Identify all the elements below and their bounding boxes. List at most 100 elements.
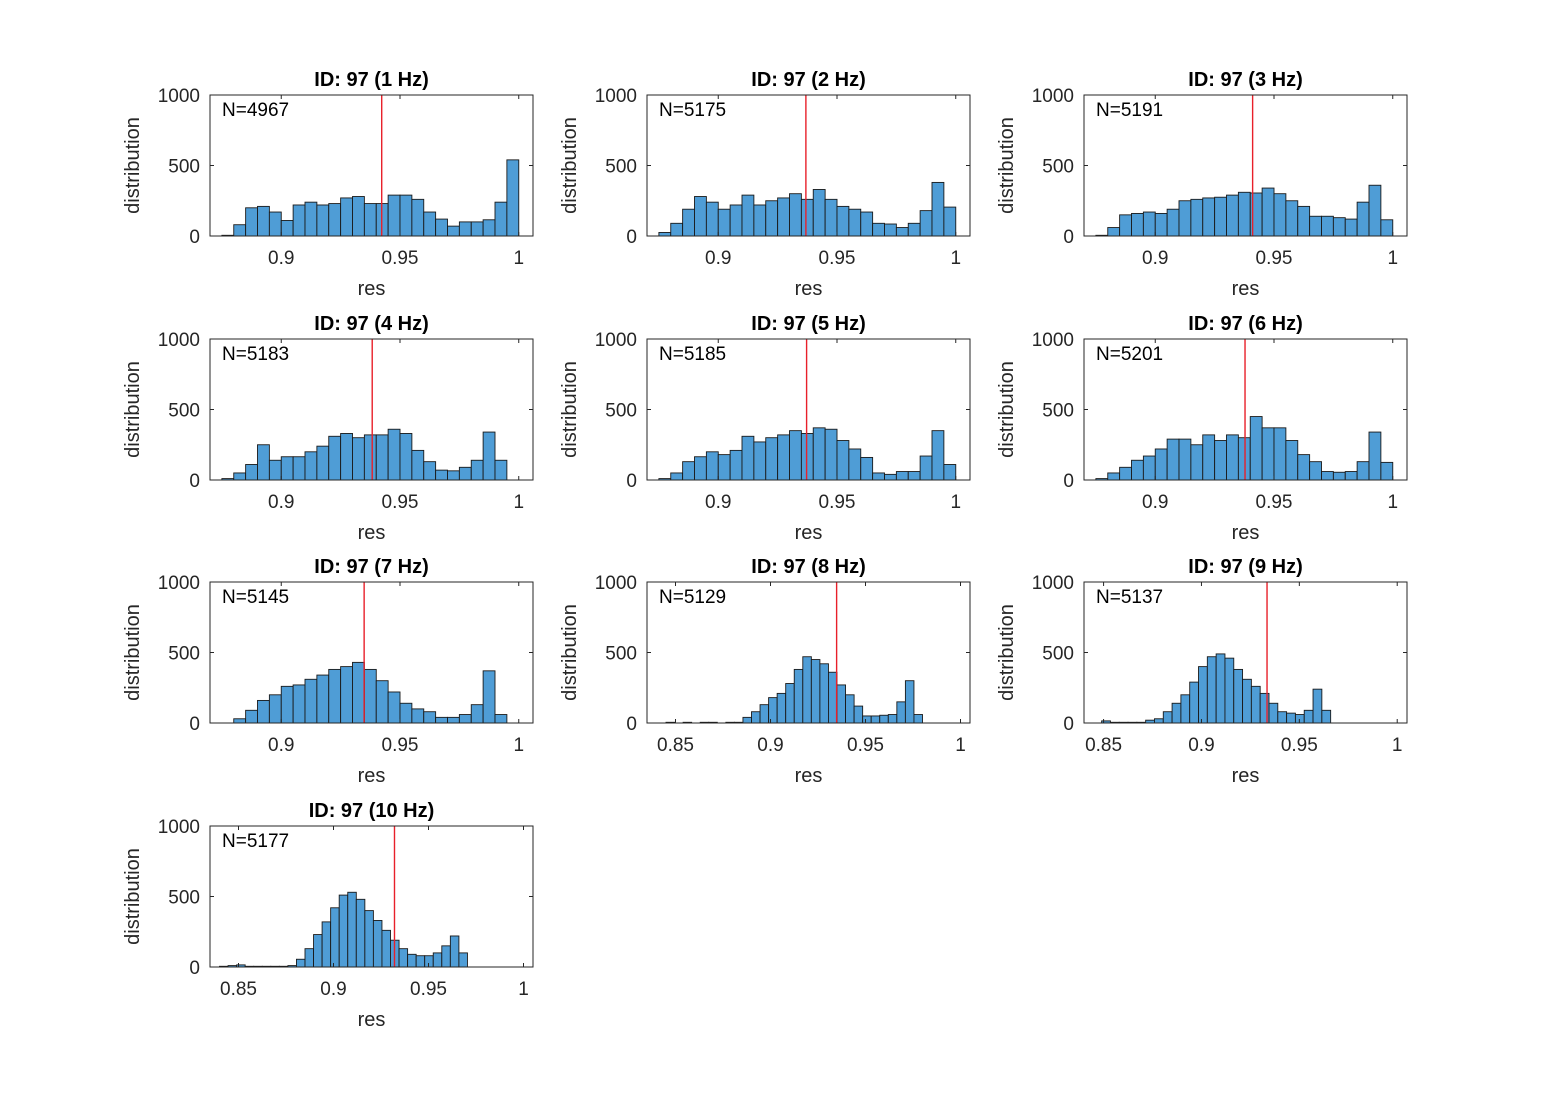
histogram-bar <box>280 456 294 481</box>
histogram-bar <box>1226 434 1239 481</box>
sample-count-label: N=5185 <box>659 344 726 365</box>
x-tick-label: 1 <box>950 492 961 513</box>
panel-title: ID: 97 (5 Hz) <box>751 313 865 335</box>
y-tick-label: 500 <box>605 644 637 665</box>
x-tick-label: 0.85 <box>1085 735 1122 756</box>
histogram-bar <box>233 718 247 724</box>
histogram-bar <box>292 456 306 481</box>
histogram-bar <box>268 211 282 237</box>
histogram-bar <box>853 705 864 724</box>
x-tick-label: 0.9 <box>268 735 294 756</box>
histogram-bar <box>741 194 755 237</box>
histogram-bar <box>1202 197 1216 237</box>
y-axis-label: distribution <box>122 117 144 214</box>
histogram-bar <box>292 204 306 237</box>
y-tick-label: 1000 <box>595 86 637 107</box>
histogram-panel: 0.85 0.9 0.95 1 0 500 1000 ID: 97 (9 Hz) res dist… <box>996 556 1408 787</box>
histogram-bar <box>1261 427 1275 481</box>
histogram-bar <box>435 218 448 237</box>
histogram-bar <box>682 461 695 481</box>
histogram-bar <box>753 441 767 481</box>
histogram-bar <box>387 691 401 724</box>
x-tick-label: 0.95 <box>410 979 447 1000</box>
histogram-bar <box>458 221 472 237</box>
x-axis-label: res <box>795 278 823 300</box>
histogram-bar <box>1273 193 1287 237</box>
x-tick-label: 0.85 <box>220 979 257 1000</box>
histogram-bar <box>280 685 294 724</box>
histogram-bar <box>1189 681 1199 724</box>
y-axis-label: distribution <box>559 117 581 214</box>
histogram-bar <box>399 702 413 724</box>
x-tick-label: 0.95 <box>819 492 856 513</box>
x-axis-label: res <box>358 765 386 787</box>
histogram-bar <box>233 224 247 237</box>
histogram-bar <box>895 227 909 237</box>
histogram-bar <box>759 704 770 724</box>
histogram-bar <box>296 958 306 968</box>
y-tick-label: 0 <box>189 471 200 492</box>
histogram-bar <box>1119 466 1132 481</box>
histogram-bar <box>1190 444 1204 481</box>
histogram-bar <box>694 456 707 481</box>
x-tick-label: 1 <box>955 735 966 756</box>
y-tick-label: 1000 <box>1032 86 1074 107</box>
histogram-bar <box>729 449 743 481</box>
histogram-bar <box>870 715 881 724</box>
histogram-bar <box>862 715 872 724</box>
y-axis-label: distribution <box>122 361 144 458</box>
histogram-bar <box>1344 218 1358 237</box>
histogram-bar <box>753 204 767 237</box>
histogram-bar <box>904 680 915 724</box>
x-tick-label: 0.85 <box>657 735 694 756</box>
sample-count-label: N=5137 <box>1096 587 1163 608</box>
y-tick-label: 500 <box>168 401 200 422</box>
histogram-bar <box>280 220 294 237</box>
histogram-bar <box>1356 461 1370 481</box>
y-tick-label: 0 <box>1063 227 1074 248</box>
histogram-bar <box>340 666 353 724</box>
histogram-bar <box>268 694 282 724</box>
histogram-bar <box>872 222 885 237</box>
histogram-bar <box>233 472 247 481</box>
histogram-bar <box>482 670 496 724</box>
x-tick-label: 0.95 <box>1256 248 1293 269</box>
y-tick-label: 1000 <box>595 330 637 351</box>
histogram-bar <box>741 435 755 481</box>
histogram-bar <box>943 464 957 481</box>
x-tick-label: 0.95 <box>382 492 419 513</box>
histogram-bar <box>441 945 451 968</box>
y-tick-label: 500 <box>168 644 200 665</box>
histogram-bar <box>316 445 330 481</box>
histogram-bar <box>836 205 850 237</box>
histogram-bar <box>316 674 330 724</box>
panel-title: ID: 97 (9 Hz) <box>1188 556 1302 578</box>
histogram-bar <box>435 716 448 724</box>
panel-title: ID: 97 (4 Hz) <box>314 313 428 335</box>
histogram-bar <box>1268 702 1279 724</box>
histogram-bar <box>245 207 258 237</box>
y-tick-label: 0 <box>189 958 200 979</box>
histogram-bar <box>447 225 460 237</box>
x-tick-label: 1 <box>513 492 524 513</box>
y-tick-label: 1000 <box>595 573 637 594</box>
histogram-bar <box>836 684 847 724</box>
y-tick-label: 0 <box>189 714 200 735</box>
y-axis-label: distribution <box>559 361 581 458</box>
x-tick-label: 0.9 <box>268 492 294 513</box>
histogram-bar <box>848 448 862 481</box>
x-tick-label: 1 <box>1392 735 1403 756</box>
x-tick-label: 0.9 <box>1142 248 1168 269</box>
histogram-bar <box>1180 694 1191 724</box>
histogram-panel: 0.9 0.95 1 0 500 1000 ID: 97 (1 Hz) res distribu… <box>122 69 534 300</box>
y-axis-label: distribution <box>996 117 1018 214</box>
y-tick-label: 0 <box>626 471 637 492</box>
histogram-bar <box>1380 461 1394 481</box>
histogram-bar <box>304 201 318 237</box>
y-tick-label: 1000 <box>158 330 200 351</box>
x-axis-label: res <box>795 765 823 787</box>
histogram-bar <box>1142 211 1156 237</box>
histogram-bar <box>913 714 923 724</box>
histogram-bar <box>1214 196 1227 237</box>
histogram-bar <box>824 198 838 237</box>
